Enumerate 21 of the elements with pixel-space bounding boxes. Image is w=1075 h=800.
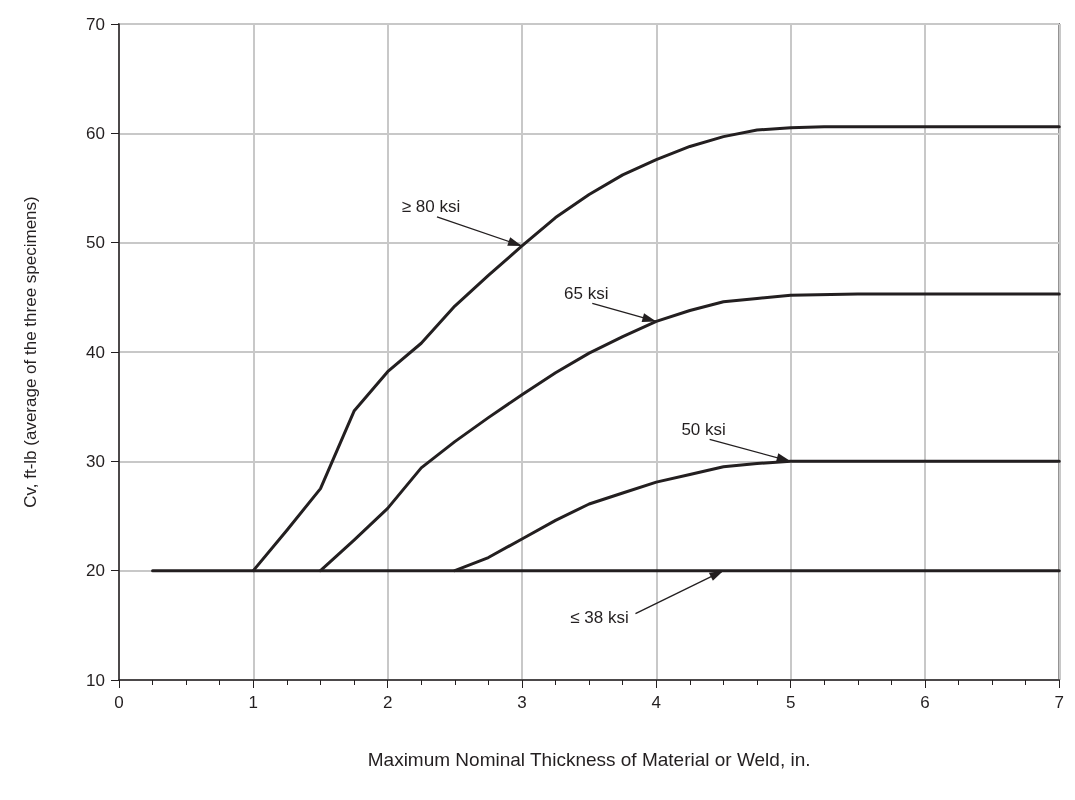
y-tick-label: 60 bbox=[86, 123, 105, 143]
x-axis-title: Maximum Nominal Thickness of Material or Weld, in. bbox=[367, 749, 811, 770]
x-tick-label: 3 bbox=[517, 693, 527, 712]
y-tick-label: 30 bbox=[86, 451, 105, 471]
x-tick-label: 1 bbox=[248, 693, 259, 712]
annotation: 65 ksi bbox=[564, 283, 609, 303]
x-tick-label: 4 bbox=[651, 693, 662, 712]
annotation: 50 ksi bbox=[681, 419, 726, 439]
y-tick-label: 70 bbox=[86, 14, 105, 34]
y-tick-label: 10 bbox=[86, 670, 105, 690]
y-tick-label: 20 bbox=[86, 561, 105, 581]
x-tick-label: 2 bbox=[382, 693, 393, 712]
x-tick-label: 0 bbox=[114, 693, 124, 712]
x-tick-label: 6 bbox=[920, 693, 930, 712]
annotation: ≥ 80 ksi bbox=[401, 197, 461, 217]
y-tick-label: 40 bbox=[86, 342, 105, 362]
annotation: ≤ 38 ksi bbox=[570, 608, 629, 628]
x-tick-label: 5 bbox=[785, 693, 796, 712]
y-axis-title: Cv, ft-lb (average of the three specimens) bbox=[21, 196, 40, 508]
x-tick-label: 7 bbox=[1054, 693, 1065, 712]
y-tick-label: 50 bbox=[86, 233, 105, 253]
